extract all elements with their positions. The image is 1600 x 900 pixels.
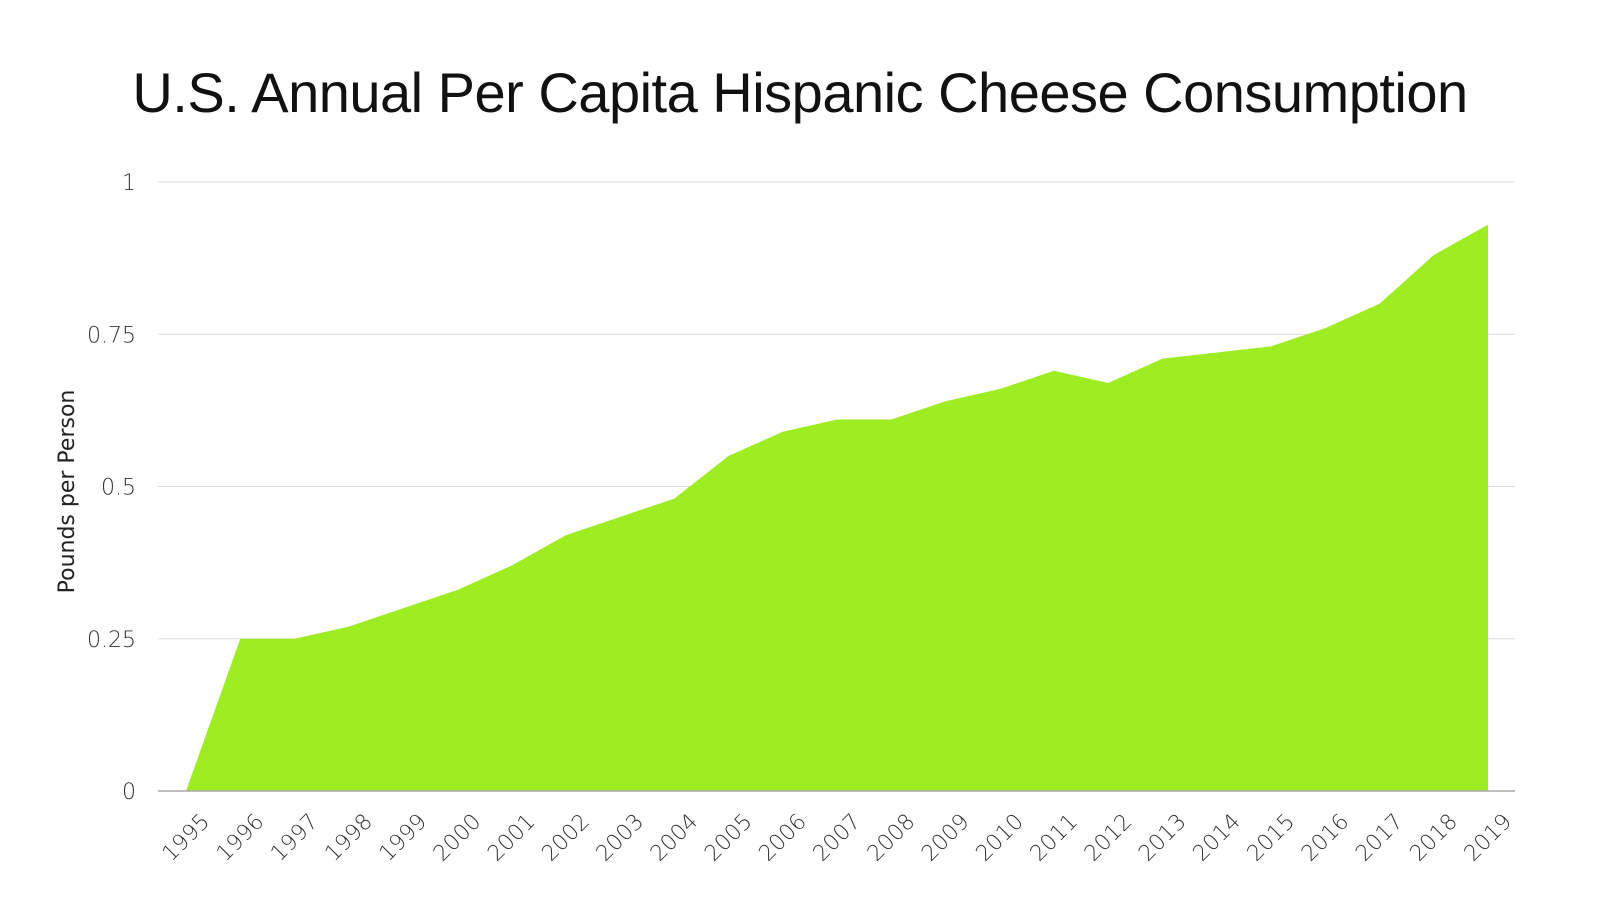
data-point [1322, 325, 1328, 331]
data-point [1214, 350, 1220, 356]
x-tick-label: 2003 [592, 809, 649, 866]
data-point [509, 563, 515, 569]
x-tick-label: 2007 [809, 809, 866, 866]
x-tick-label: 2009 [917, 809, 974, 866]
y-tick-label: 0.5 [101, 476, 136, 501]
data-point [888, 417, 894, 423]
x-tick-label: 1995 [158, 809, 215, 866]
data-point [1160, 356, 1166, 362]
x-tick-label: 2006 [754, 809, 811, 866]
data-point [346, 624, 352, 630]
x-tick-label: 2002 [537, 809, 594, 866]
data-point [780, 429, 786, 435]
x-tick-label: 1997 [266, 809, 323, 866]
y-tick-label: 0 [122, 780, 136, 805]
x-tick-label: 2014 [1188, 809, 1245, 866]
x-tick-label: 2008 [863, 809, 920, 866]
data-point [1051, 368, 1057, 374]
x-tick-label: 2000 [429, 809, 486, 866]
x-tick-label: 2004 [646, 809, 703, 866]
x-tick-label: 2015 [1243, 809, 1300, 866]
data-point [726, 453, 732, 459]
y-tick-label: 1 [122, 171, 136, 196]
data-point [1377, 301, 1383, 307]
data-point [1431, 252, 1437, 258]
x-tick-label: 2012 [1080, 809, 1137, 866]
series-area [186, 224, 1488, 791]
x-tick-label: 2001 [483, 809, 540, 866]
data-point [1485, 222, 1491, 228]
data-point [834, 417, 840, 423]
area-layer [186, 222, 1491, 791]
x-tick-label: 2019 [1460, 809, 1517, 866]
x-tick-label: 2016 [1297, 809, 1354, 866]
y-tick-label: 0.25 [87, 628, 136, 653]
x-tick-label: 2018 [1405, 809, 1462, 866]
y-axis-title: Pounds per Person [55, 390, 80, 594]
x-tick-label: 2005 [700, 809, 757, 866]
data-point [997, 386, 1003, 392]
data-point [1105, 380, 1111, 386]
data-point [237, 636, 243, 642]
data-point [671, 496, 677, 502]
x-tick-label: 2017 [1351, 809, 1408, 866]
data-point [563, 532, 569, 538]
y-tick-label: 0.75 [87, 323, 136, 348]
data-point [400, 605, 406, 611]
x-tick-label: 2011 [1026, 809, 1083, 866]
x-tick-label: 2010 [971, 809, 1028, 866]
x-tick-label: 1999 [375, 809, 432, 866]
chart-title: U.S. Annual Per Capita Hispanic Cheese C… [132, 61, 1468, 124]
data-point [943, 398, 949, 404]
data-point [454, 587, 460, 593]
x-tick-label: 1996 [212, 809, 269, 866]
x-tick-label: 2013 [1134, 809, 1191, 866]
data-point [292, 636, 298, 642]
x-tick-label: 1998 [320, 809, 377, 866]
data-point [617, 514, 623, 520]
data-point [1268, 343, 1274, 349]
